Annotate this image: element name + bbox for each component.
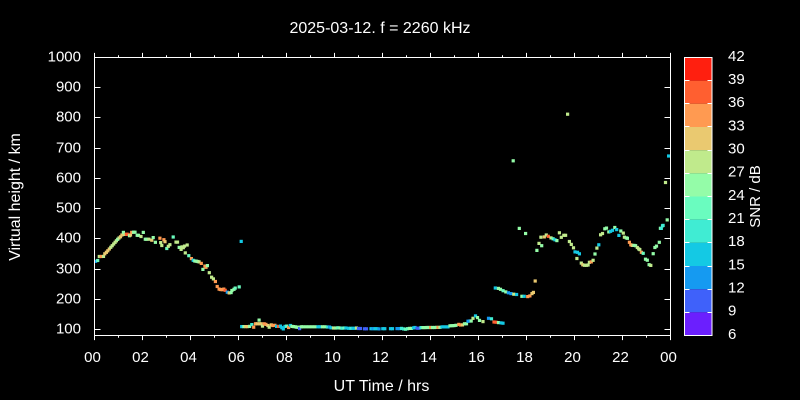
svg-text:02: 02 xyxy=(132,349,149,366)
svg-text:800: 800 xyxy=(56,108,81,125)
svg-text:600: 600 xyxy=(56,169,81,186)
svg-text:12: 12 xyxy=(728,280,745,297)
svg-text:SNR / dB: SNR / dB xyxy=(747,165,764,228)
svg-text:39: 39 xyxy=(728,71,745,88)
svg-text:2025-03-12. f = 2260 kHz: 2025-03-12. f = 2260 kHz xyxy=(289,20,470,37)
svg-text:10: 10 xyxy=(324,349,341,366)
svg-text:08: 08 xyxy=(276,349,293,366)
svg-text:42: 42 xyxy=(728,48,745,65)
svg-text:06: 06 xyxy=(228,349,245,366)
svg-text:30: 30 xyxy=(728,141,745,158)
svg-text:21: 21 xyxy=(728,210,745,227)
svg-text:900: 900 xyxy=(56,78,81,95)
svg-text:700: 700 xyxy=(56,139,81,156)
svg-text:1000: 1000 xyxy=(48,48,81,65)
svg-text:27: 27 xyxy=(728,164,745,181)
svg-text:9: 9 xyxy=(728,303,736,320)
svg-text:33: 33 xyxy=(728,117,745,134)
svg-text:00: 00 xyxy=(84,349,101,366)
svg-text:UT Time / hrs: UT Time / hrs xyxy=(334,378,430,395)
svg-text:36: 36 xyxy=(728,94,745,111)
svg-text:24: 24 xyxy=(728,187,745,204)
svg-text:22: 22 xyxy=(612,349,629,366)
svg-text:Virtual height / km: Virtual height / km xyxy=(7,133,24,261)
svg-text:18: 18 xyxy=(728,233,745,250)
svg-text:6: 6 xyxy=(728,326,736,343)
svg-text:200: 200 xyxy=(56,290,81,307)
svg-text:15: 15 xyxy=(728,256,745,273)
svg-text:04: 04 xyxy=(180,349,197,366)
svg-text:400: 400 xyxy=(56,229,81,246)
svg-text:500: 500 xyxy=(56,199,81,216)
svg-text:00: 00 xyxy=(660,349,677,366)
svg-text:18: 18 xyxy=(516,349,533,366)
svg-text:20: 20 xyxy=(564,349,581,366)
svg-text:100: 100 xyxy=(56,320,81,337)
svg-text:16: 16 xyxy=(468,349,485,366)
svg-text:14: 14 xyxy=(420,349,437,366)
svg-text:300: 300 xyxy=(56,260,81,277)
svg-text:12: 12 xyxy=(372,349,389,366)
